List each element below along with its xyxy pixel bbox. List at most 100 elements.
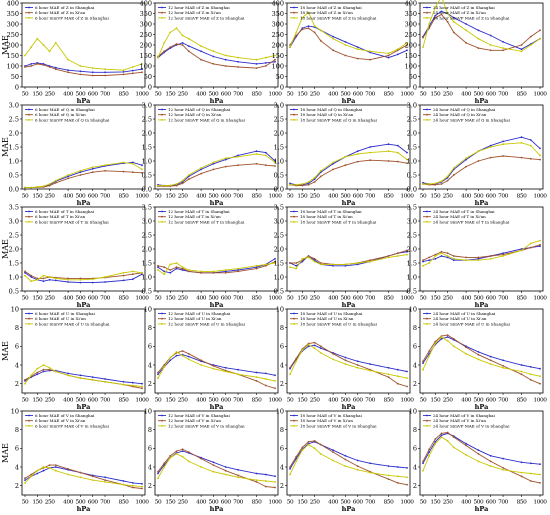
data-point	[344, 359, 347, 362]
x-tick-label: 50	[155, 194, 162, 200]
data-point	[446, 252, 449, 255]
y-tick-label: 2.0	[142, 129, 152, 137]
data-point	[446, 175, 449, 178]
data-point	[131, 273, 134, 276]
x-tick-label: 700	[233, 398, 244, 404]
data-point	[187, 358, 190, 361]
legend-label: 18 hour MAE of U in Xi'an	[300, 316, 354, 321]
data-point	[406, 44, 408, 46]
x-tick-label: 850	[384, 500, 395, 506]
panel-t-0: 0.5 1.0 1.5 2.0 2.5 3.0 3.5 50 150 250 400 500 600 70…	[1, 203, 150, 309]
data-point	[406, 49, 408, 52]
x-tick-label: 700	[365, 92, 376, 98]
data-point	[428, 259, 431, 262]
data-point	[434, 6, 437, 9]
x-tick-label: 700	[498, 92, 509, 98]
x-tick-label: 250	[310, 296, 321, 302]
data-point	[313, 440, 316, 442]
data-point	[434, 342, 437, 345]
y-tick-label: 10	[144, 407, 152, 415]
data-point	[175, 184, 178, 187]
data-point	[224, 370, 227, 373]
data-point	[36, 472, 39, 475]
data-point	[529, 242, 532, 245]
x-tick-label: 50	[287, 398, 294, 404]
x-tick-label: 150	[430, 500, 441, 506]
data-point	[440, 183, 443, 185]
data-point	[520, 373, 523, 376]
legend-marker	[28, 210, 30, 213]
y-tick-label: 1.5	[407, 259, 417, 267]
legend-label: 24 hour SimVP MAE of Q in Shanghai	[433, 117, 511, 122]
data-point	[24, 482, 26, 484]
data-point	[67, 71, 69, 74]
data-point	[465, 454, 467, 456]
panel-q-2: 0.0 0.5 1.0 1.5 2.0 2.5 3.0 50 150 250 400 500 600 70…	[274, 101, 415, 207]
data-point	[539, 245, 541, 248]
y-tick-label: 1.0	[407, 157, 417, 165]
data-point	[181, 266, 184, 269]
data-point	[502, 49, 504, 52]
data-point	[181, 448, 184, 451]
data-point	[446, 431, 449, 434]
data-point	[387, 255, 390, 257]
data-point	[319, 29, 322, 32]
data-point	[446, 256, 449, 259]
data-point	[48, 66, 51, 68]
data-point	[428, 27, 431, 30]
data-point	[169, 359, 172, 362]
series-line-1	[157, 448, 276, 488]
data-point	[301, 28, 304, 31]
data-point	[356, 46, 359, 48]
data-point	[237, 60, 240, 63]
y-tick-label: 50	[276, 73, 284, 81]
data-point	[344, 44, 347, 46]
series-line-1	[289, 27, 408, 61]
y-tick-label: 4	[413, 463, 417, 471]
y-axis-label: MAE	[1, 239, 10, 259]
data-point	[356, 366, 359, 369]
data-point	[91, 379, 94, 381]
data-point	[489, 460, 492, 463]
x-tick-label: 850	[119, 296, 130, 302]
data-point	[24, 477, 26, 480]
data-point	[274, 260, 276, 263]
data-point	[163, 366, 166, 368]
data-point	[255, 264, 258, 267]
data-point	[36, 373, 39, 376]
x-tick-label: 700	[498, 500, 509, 506]
data-point	[422, 368, 424, 371]
data-point	[181, 44, 184, 46]
x-tick-label: 600	[88, 500, 99, 506]
y-tick-label: 6	[15, 445, 19, 453]
data-point	[91, 376, 94, 378]
series-line-0	[157, 42, 276, 65]
data-point	[529, 379, 532, 381]
legend-marker	[28, 419, 30, 422]
data-point	[313, 176, 316, 179]
x-tick-label: 50	[155, 500, 162, 506]
legend-marker	[161, 108, 163, 111]
data-point	[264, 62, 267, 64]
data-point	[67, 372, 69, 375]
legend-label: 24 hour MAE of V in Xi'an	[433, 418, 486, 423]
data-point	[79, 374, 82, 377]
data-point	[422, 46, 424, 48]
x-tick-label: 700	[100, 296, 111, 302]
y-tick-label: 200	[7, 41, 19, 49]
legend-label: 24 hour SimVP MAE of Z in Shanghai	[433, 15, 510, 20]
x-tick-label: 850	[119, 500, 130, 506]
x-tick-label: 850	[252, 398, 263, 404]
x-tick-label: 500	[208, 296, 219, 302]
x-tick-label: 50	[155, 296, 162, 302]
y-tick-label: 0.5	[9, 171, 19, 179]
x-tick-label: 500	[473, 296, 484, 302]
legend-marker	[426, 414, 428, 417]
data-point	[274, 374, 276, 377]
data-point	[200, 45, 203, 47]
data-point	[157, 377, 159, 379]
legend-marker	[426, 312, 428, 315]
data-point	[30, 46, 33, 48]
data-point	[477, 150, 480, 153]
legend-marker	[161, 119, 163, 121]
